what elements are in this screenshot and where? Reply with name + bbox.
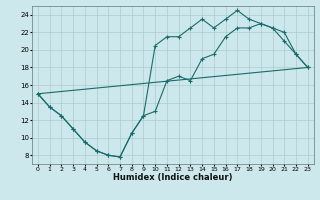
X-axis label: Humidex (Indice chaleur): Humidex (Indice chaleur) [113, 173, 233, 182]
